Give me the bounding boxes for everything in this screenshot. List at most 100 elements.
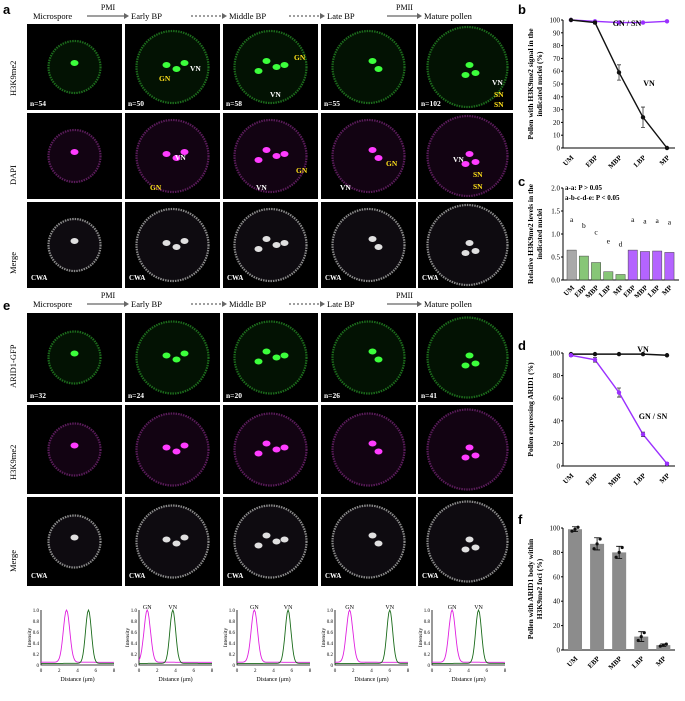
cwa-label: CWA [129, 274, 146, 282]
nucleus [262, 532, 271, 539]
intensity-profile: 0 0.2 0.4 0.6 0.8 1.0 0 2 4 6 8 Intensity Distance (… [418, 605, 507, 683]
chart-f: 0 20 40 60 80 100 Pollen with ARID1 body withi… [526, 525, 675, 671]
profile-y-tick: 0.8 [327, 620, 334, 625]
cell-wall [135, 320, 210, 395]
nucleus [272, 446, 281, 453]
nucleus [368, 147, 377, 153]
replicate-point [592, 547, 596, 551]
profile-x-tick: 6 [193, 669, 196, 674]
cwa-label: CWA [325, 572, 342, 580]
bar [640, 251, 650, 281]
profile-x-tick: 4 [174, 669, 177, 674]
micrograph-tile [125, 202, 220, 288]
nucleus-label: VN [175, 153, 186, 162]
chart-axes [562, 20, 675, 149]
nucleus-label: VN [256, 183, 267, 192]
x-tick-label: EBP [584, 153, 600, 169]
data-point [616, 390, 622, 395]
y-tick-label: 60 [553, 395, 561, 403]
x-tick-label: EBP [586, 654, 602, 670]
nucleus-label: GN [294, 53, 306, 62]
x-tick-label: LBP [597, 283, 613, 298]
profile-x-tick: 8 [407, 669, 410, 674]
nucleus [70, 534, 79, 541]
intensity-profile: 0 0.2 0.4 0.6 0.8 1.0 0 2 4 6 8 Intensity Distance (… [27, 608, 116, 683]
micrograph-tile [418, 313, 513, 402]
profile-x-tick: 4 [467, 669, 470, 674]
significance-letter: a [631, 215, 635, 224]
profile-y-tick: 0.2 [33, 653, 40, 658]
profile-x-tick: 6 [95, 669, 98, 674]
cell-wall [233, 412, 308, 487]
profile-vn-label: VN [385, 605, 394, 611]
profile-x-label: Distance (μm) [451, 676, 485, 683]
panel-b-label: b [518, 2, 526, 17]
profile-x-tick: 0 [138, 669, 141, 674]
data-point [568, 353, 574, 358]
transition-label: PMII [396, 4, 413, 12]
bar [568, 529, 582, 650]
profile-h3k9me2-line [138, 608, 212, 663]
y-tick-label: 10 [553, 132, 561, 140]
bar [664, 252, 675, 281]
cell-wall [233, 320, 308, 395]
x-tick-label: MBP [607, 471, 624, 488]
micrograph-tile [125, 313, 220, 402]
nucleus [465, 352, 474, 359]
cell-wall [47, 514, 102, 569]
cwa-label: CWA [227, 274, 244, 282]
x-tick-label: MBP [607, 654, 624, 671]
profile-x-tick: 0 [431, 669, 434, 674]
chart-axes [562, 353, 675, 467]
nucleus [374, 244, 383, 250]
series-label: GN / SN [639, 412, 668, 421]
bar [627, 249, 638, 281]
stage-label: Early BP [131, 11, 162, 21]
profile-x-tick: 2 [58, 669, 61, 674]
stat-annotation: a-a: P > 0.05 [565, 184, 603, 192]
nucleus-label: GN [159, 74, 171, 83]
sample-count: n=102 [421, 99, 441, 108]
sample-count: n=24 [128, 391, 144, 400]
profile-y-tick: 1.0 [424, 609, 431, 614]
nucleus [471, 159, 480, 165]
y-tick-label: 0.5 [551, 254, 560, 262]
profile-y-tick: 0 [331, 664, 334, 669]
chart-c: 0.0 0.5 1.0 1.5 2.0 Relative H3K9me2 levels i… [526, 183, 679, 298]
cell-wall [135, 29, 210, 105]
cwa-label: CWA [325, 274, 342, 282]
x-tick-label: UM [562, 153, 576, 167]
micrograph-tile [125, 497, 220, 586]
y-tick-label: 80 [553, 372, 561, 380]
profile-y-tick: 1.0 [327, 609, 334, 614]
profile-y-tick: 0.6 [229, 631, 236, 636]
transition-label: PMI [101, 292, 116, 300]
cell-wall [47, 39, 102, 95]
stage-label: Microspore [33, 11, 73, 21]
profile-h3k9me2-line [432, 608, 505, 663]
cell-wall [233, 207, 308, 283]
y-tick-label: 0.0 [551, 277, 560, 285]
profile-arid1-line [432, 608, 505, 664]
cell-wall [47, 128, 102, 184]
x-tick-label: UM [566, 654, 580, 668]
nucleus [465, 62, 474, 68]
bar [656, 645, 671, 650]
profile-axes [431, 610, 505, 666]
profile-y-tick: 1.0 [33, 609, 40, 614]
profile-h3k9me2-line [41, 608, 114, 663]
replicate-point [658, 644, 662, 648]
profile-x-tick: 0 [236, 669, 239, 674]
nucleus [471, 544, 480, 551]
nucleus-label: GN [296, 166, 308, 175]
y-tick-label: 100 [550, 525, 561, 533]
data-point [592, 351, 598, 357]
nucleus [280, 151, 289, 157]
profile-y-tick: 0.2 [229, 653, 236, 658]
row-label: Merge [8, 251, 18, 274]
replicate-point [595, 542, 599, 546]
nucleus [262, 440, 271, 447]
profile-x-label: Distance (μm) [354, 676, 388, 683]
profile-arid1-line [41, 608, 115, 664]
cell-wall [331, 118, 406, 194]
